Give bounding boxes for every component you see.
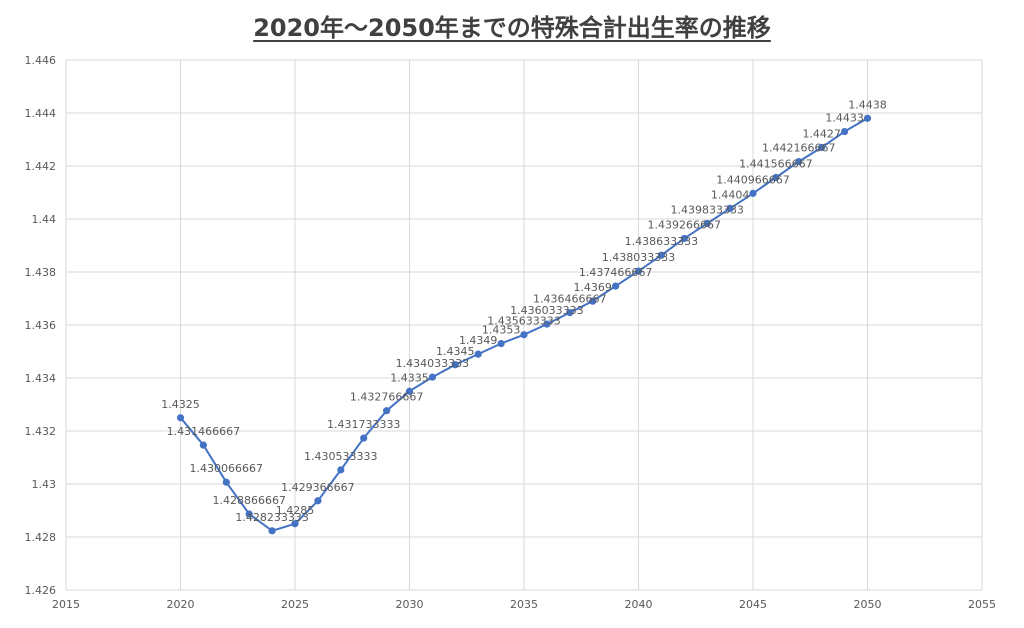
x-tick-label: 2035 [510, 598, 538, 611]
x-tick-label: 2020 [167, 598, 195, 611]
data-point [474, 350, 482, 358]
data-point [841, 127, 849, 136]
data-label: 1.4345 [436, 345, 475, 358]
data-point [360, 434, 368, 442]
data-point [291, 520, 299, 528]
y-tick-label: 1.44 [32, 213, 57, 226]
y-tick-label: 1.432 [25, 425, 57, 438]
data-label: 1.436033333 [510, 304, 583, 317]
data-point [268, 527, 276, 535]
data-label: 1.439266667 [648, 218, 721, 231]
data-point [680, 234, 688, 243]
y-tick-label: 1.434 [25, 372, 57, 385]
data-point [428, 373, 436, 381]
data-labels: 1.43251.4314666671.4300666671.4288666671… [161, 98, 887, 524]
chart-title: 2020年～2050年までの特殊合計出生率の推移 [253, 14, 771, 42]
data-label: 1.4369 [573, 281, 612, 294]
data-point [589, 297, 597, 305]
data-point [612, 282, 620, 290]
y-tick-label: 1.43 [32, 478, 57, 491]
data-label: 1.439833333 [670, 203, 743, 216]
data-label: 1.4325 [161, 398, 200, 411]
y-tick-label: 1.436 [25, 319, 57, 332]
data-label: 1.431733333 [327, 418, 400, 431]
data-point [383, 407, 391, 415]
data-point [566, 309, 574, 317]
data-label: 1.4353 [482, 324, 521, 337]
y-tick-label: 1.428 [25, 531, 57, 544]
x-tick-label: 2025 [281, 598, 309, 611]
y-tick-label: 1.446 [25, 54, 57, 67]
data-point [497, 339, 505, 348]
x-tick-label: 2030 [396, 598, 424, 611]
data-label: 1.436466667 [533, 293, 606, 306]
data-label: 1.440966667 [716, 173, 789, 186]
x-tick-label: 2055 [968, 598, 996, 611]
data-point [314, 497, 322, 505]
data-point [703, 219, 711, 228]
x-tick-label: 2040 [625, 598, 653, 611]
data-label: 1.435633333 [487, 315, 560, 328]
data-point [863, 114, 872, 122]
data-label: 1.442166667 [762, 142, 835, 155]
data-point [657, 251, 666, 259]
data-label: 1.430533333 [304, 450, 377, 463]
data-label: 1.434033333 [396, 357, 469, 370]
data-label: 1.437466667 [579, 266, 652, 279]
data-point [520, 331, 528, 339]
data-label: 1.431466667 [167, 425, 240, 438]
data-point [451, 361, 459, 369]
x-tick-label: 2050 [854, 598, 882, 611]
data-label: 1.438633333 [625, 235, 698, 248]
data-label: 1.4433 [825, 112, 864, 125]
data-label: 1.430066667 [190, 462, 263, 475]
data-label: 1.429366667 [281, 481, 354, 494]
grid [65, 59, 983, 591]
data-label: 1.4349 [459, 334, 498, 347]
axis-tick-labels: 1.426 1.428 1.43 1.432 1.434 1.436 1.438 1.44 1.… [25, 54, 997, 611]
data-point [222, 478, 230, 486]
y-tick-label: 1.438 [25, 266, 57, 279]
data-label: 1.4438 [848, 98, 887, 111]
data-label: 1.4427 [802, 127, 841, 140]
data-label: 1.4404 [711, 188, 750, 201]
x-tick-label: 2045 [739, 598, 767, 611]
data-point [337, 466, 345, 474]
y-tick-label: 1.426 [25, 584, 57, 597]
data-label: 1.428866667 [212, 494, 285, 507]
data-point [176, 414, 185, 422]
y-tick-label: 1.442 [25, 160, 57, 173]
data-label: 1.4285 [276, 504, 315, 517]
data-point [772, 173, 780, 182]
data-point [749, 189, 757, 197]
data-point [818, 143, 826, 152]
data-point [199, 441, 207, 449]
data-label: 1.4335 [390, 371, 429, 384]
data-point [543, 320, 551, 328]
data-point [634, 267, 643, 275]
data-label: 1.432766667 [350, 391, 423, 404]
data-point [405, 387, 414, 395]
data-point [726, 204, 734, 212]
data-label: 1.438033333 [602, 251, 675, 264]
series [176, 114, 872, 535]
data-label: 1.428233333 [235, 511, 308, 524]
data-point [795, 157, 803, 166]
y-tick-label: 1.444 [25, 107, 57, 120]
data-label: 1.441566667 [739, 157, 812, 170]
x-tick-label: 2015 [52, 598, 80, 611]
data-point [245, 510, 253, 518]
